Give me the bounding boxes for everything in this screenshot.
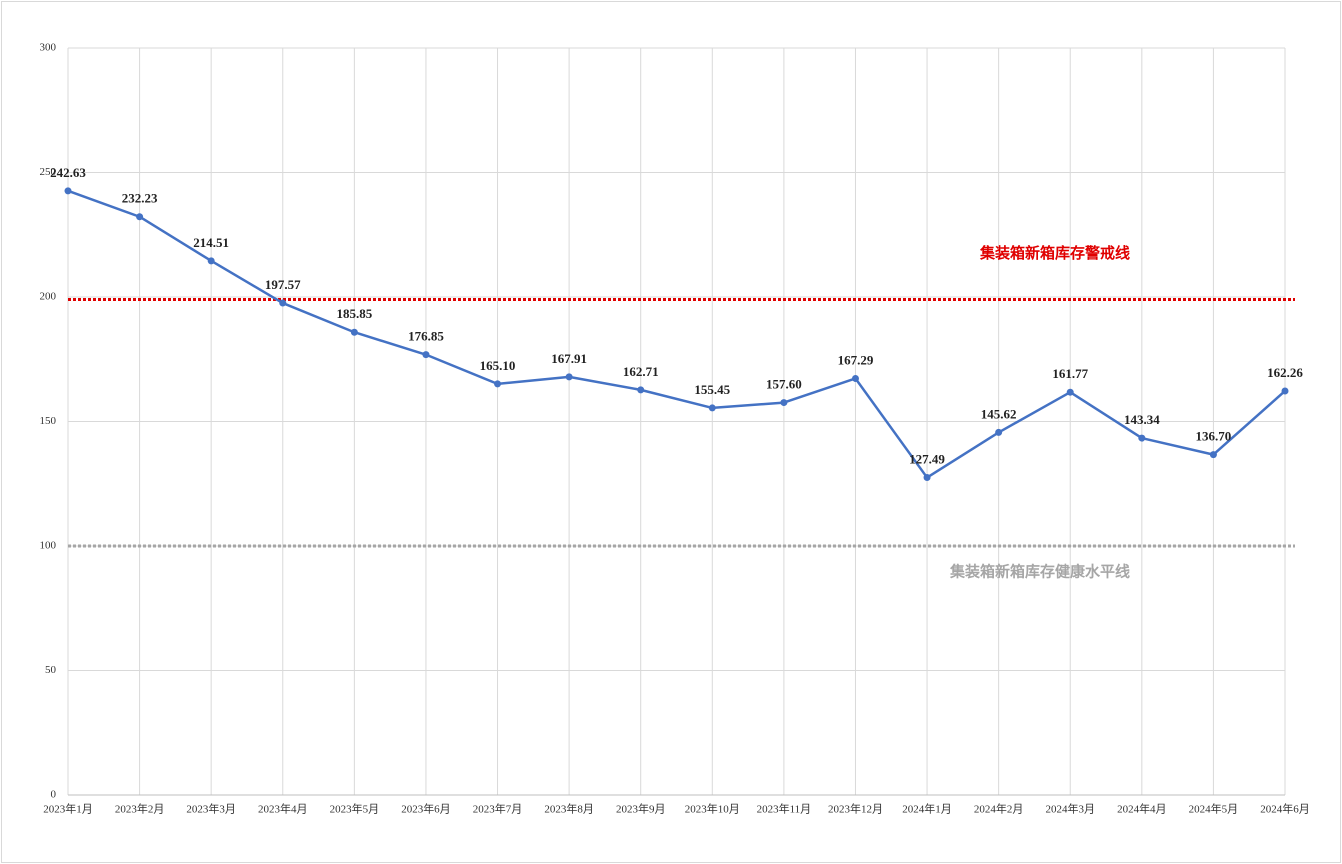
data-point [64,187,72,195]
x-tick-label: 2024年5月 [1189,802,1239,816]
x-tick-label: 2023年11月 [757,802,812,816]
data-point [923,474,931,482]
data-label: 197.57 [265,277,301,292]
x-tick-label: 2024年2月 [974,802,1024,816]
x-tick-label: 2024年4月 [1117,802,1167,816]
x-tick-label: 2023年9月 [616,802,666,816]
data-label: 165.10 [480,358,516,373]
x-tick-label: 2023年12月 [828,802,883,816]
reference-label: 集装箱新箱库存警戒线 [979,244,1130,262]
x-tick-label: 2023年7月 [473,802,523,816]
x-tick-label: 2023年2月 [115,802,165,816]
data-point [207,257,215,265]
x-tick-label: 2023年1月 [43,802,93,816]
data-point [1066,388,1074,396]
data-label: 214.51 [193,235,229,250]
data-label: 167.29 [838,352,874,367]
data-point [565,373,573,381]
x-tick-label: 2023年3月 [186,802,236,816]
data-point [1281,387,1289,395]
data-label: 167.91 [551,351,587,366]
data-label: 157.60 [766,377,802,392]
y-tick-label: 0 [51,789,57,801]
y-tick-label: 50 [45,664,57,676]
data-point [279,299,287,307]
data-label: 176.85 [408,329,444,344]
x-tick-label: 2023年10月 [685,802,740,816]
data-label: 232.23 [122,191,158,206]
x-tick-label: 2023年5月 [330,802,380,816]
data-label: 143.34 [1124,412,1160,427]
reference-label: 集装箱新箱库存健康水平线 [949,563,1130,581]
data-point [637,386,645,394]
data-label: 161.77 [1052,366,1088,381]
data-label: 162.26 [1267,365,1303,380]
data-point [136,213,144,221]
y-tick-label: 100 [40,540,57,552]
data-label: 242.63 [50,165,86,180]
data-point [350,328,358,336]
y-tick-label: 200 [40,291,57,303]
data-label: 145.62 [981,406,1017,421]
data-point [494,380,502,388]
data-label: 185.85 [336,306,372,321]
data-point [780,399,788,407]
x-tick-label: 2024年6月 [1260,802,1310,816]
data-point [995,428,1003,436]
x-tick-label: 2023年8月 [544,802,594,816]
x-tick-label: 2023年4月 [258,802,308,816]
data-label: 155.45 [694,382,730,397]
data-point [1209,451,1217,459]
y-tick-label: 150 [40,415,57,427]
x-tick-label: 2024年1月 [902,802,952,816]
y-tick-label: 250 [40,166,57,178]
x-tick-label: 2024年3月 [1045,802,1095,816]
data-point [1138,434,1146,442]
x-tick-label: 2023年6月 [401,802,451,816]
data-point [851,374,859,382]
data-label: 127.49 [909,452,945,467]
data-line [67,189,1286,479]
y-tick-label: 300 [40,42,57,54]
data-label: 136.70 [1196,429,1232,444]
data-point [422,351,430,359]
data-label: 162.71 [623,364,659,379]
data-point [708,404,716,412]
